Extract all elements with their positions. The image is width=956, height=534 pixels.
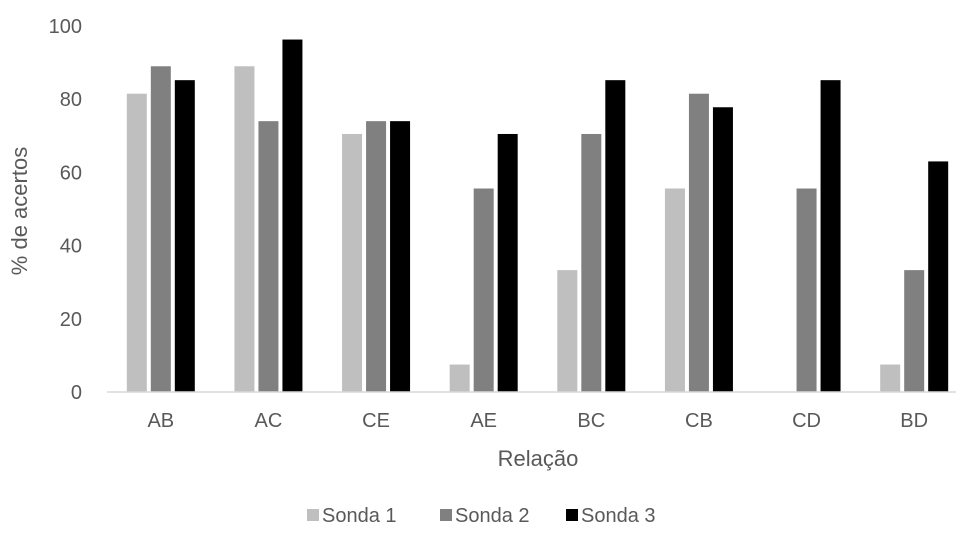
bar-ab-sonda-2	[150, 66, 171, 392]
y-tick-label: 80	[60, 89, 82, 111]
bar-cd-sonda-2	[796, 188, 817, 392]
bars	[126, 39, 949, 393]
y-tick-label: 0	[71, 382, 82, 404]
bar-ae-sonda-2	[473, 188, 494, 392]
bar-cd-sonda-3	[820, 80, 841, 392]
bar-ac-sonda-3	[282, 39, 303, 393]
bar-ce-sonda-1	[342, 133, 363, 392]
bar-ac-sonda-1	[234, 66, 255, 392]
bar-ac-sonda-2	[258, 121, 279, 392]
y-tick-label: 100	[49, 16, 82, 38]
bar-cb-sonda-2	[688, 93, 709, 393]
x-tick-label: AC	[255, 410, 283, 432]
x-tick-label: CE	[362, 410, 390, 432]
legend-swatch-sonda-2	[440, 509, 452, 521]
x-tick-label: CB	[685, 410, 713, 432]
x-tick-label: BC	[577, 410, 605, 432]
legend-label: Sonda 1	[322, 505, 397, 527]
bar-ab-sonda-1	[126, 93, 147, 393]
bar-ae-sonda-1	[449, 364, 470, 392]
bar-cb-sonda-1	[664, 188, 685, 392]
x-tick-label: AB	[147, 410, 174, 432]
bar-ab-sonda-3	[174, 80, 195, 392]
y-tick-label: 60	[60, 162, 82, 184]
y-tick-label: 20	[60, 309, 82, 331]
x-axis-ticks: AB AC CE AE BC CB CD BD	[147, 410, 928, 432]
bar-bc-sonda-3	[605, 80, 626, 392]
bar-cb-sonda-3	[712, 107, 733, 392]
bar-ce-sonda-2	[366, 121, 387, 392]
bar-bd-sonda-2	[904, 270, 925, 392]
legend-label: Sonda 3	[581, 505, 656, 527]
bar-bc-sonda-2	[581, 133, 602, 392]
bar-bd-sonda-3	[928, 161, 949, 392]
x-tick-label: AE	[470, 410, 497, 432]
legend-swatch-sonda-3	[566, 509, 578, 521]
bar-ce-sonda-3	[390, 121, 411, 392]
legend-label: Sonda 2	[455, 505, 530, 527]
y-axis-ticks: 0 20 40 60 80 100	[49, 16, 82, 404]
x-tick-label: BD	[900, 410, 928, 432]
legend: Sonda 1 Sonda 2 Sonda 3	[307, 505, 656, 527]
y-axis-title: % de acertos	[7, 147, 32, 275]
legend-swatch-sonda-1	[307, 509, 319, 521]
bar-bd-sonda-1	[880, 364, 901, 392]
x-tick-label: CD	[792, 410, 821, 432]
x-axis-title: Relação	[498, 446, 579, 471]
bar-ae-sonda-3	[497, 133, 518, 392]
bar-bc-sonda-1	[557, 270, 578, 392]
y-tick-label: 40	[60, 236, 82, 258]
